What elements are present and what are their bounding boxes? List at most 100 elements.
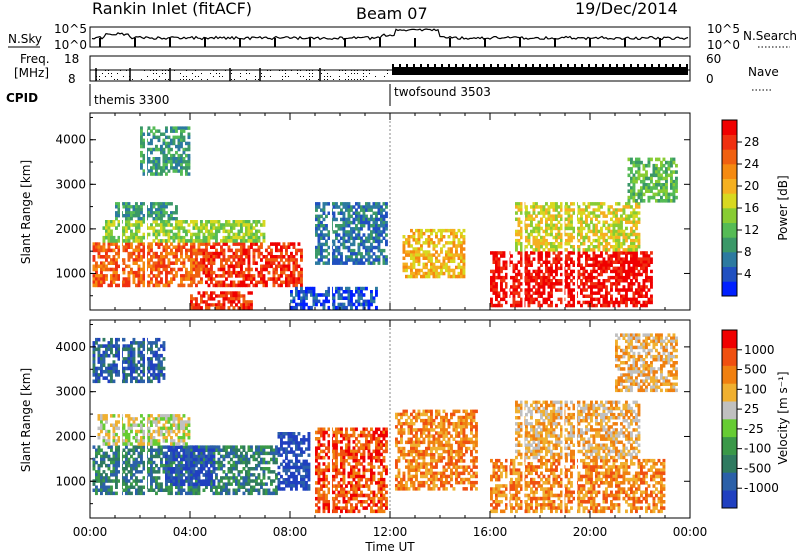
heatmap-cell [343,215,346,219]
heatmap-cell [95,486,98,490]
heatmap-cell [93,482,96,486]
heatmap-cell [370,249,373,253]
heatmap-cell [110,268,113,272]
heatmap-cell [635,205,638,209]
heatmap-cell [365,252,368,256]
heatmap-cell [203,255,206,259]
heatmap-cell [190,445,193,449]
heatmap-cell [158,284,161,288]
heatmap-cell [645,270,648,274]
heatmap-cell [525,211,528,215]
heatmap-cell [103,281,106,285]
heatmap-cell [603,267,606,271]
heatmap-cell [215,461,218,465]
nave-peak [546,64,548,67]
heatmap-cell [95,249,98,253]
heatmap-cell [263,449,266,453]
heatmap-cell [185,464,188,468]
heatmap-cell [538,267,541,271]
nave-dot [387,73,388,74]
heatmap-cell [165,458,168,462]
heatmap-cell [213,226,216,230]
heatmap-cell [423,257,426,261]
nave-dot [363,79,364,80]
heatmap-cell [673,180,676,184]
heatmap-cell [335,255,338,259]
heatmap-cell [635,202,638,206]
heatmap-cell [208,271,211,275]
heatmap-cell [425,250,428,254]
heatmap-cell [288,284,291,288]
heatmap-cell [538,205,541,209]
nave-dot [180,73,181,74]
nave-peak [581,64,583,67]
heatmap-cell [118,239,121,243]
heatmap-cell [125,217,128,220]
heatmap-cell [630,267,633,271]
heatmap-cell [668,174,671,178]
heatmap-cell [495,298,498,302]
heatmap-cell [190,489,193,493]
heatmap-cell [588,214,591,218]
heatmap-cell [630,189,633,193]
heatmap-cell [620,276,623,280]
heatmap-cell [210,220,213,224]
heatmap-cell [565,202,568,206]
heatmap-cell [573,202,576,206]
heatmap-cell [268,258,271,262]
heatmap-cell [545,254,548,257]
heatmap-cell [143,160,146,164]
heatmap-cell [230,464,233,468]
heatmap-cell [248,306,251,309]
heatmap-cell [223,445,226,449]
heatmap-cell [138,236,141,240]
heatmap-cell [230,297,233,300]
heatmap-cell [638,257,641,261]
heatmap-cell [300,277,303,281]
heatmap-cell [175,445,178,449]
heatmap-cell [580,273,583,277]
heatmap-cell [608,211,611,215]
heatmap-cell [253,452,256,456]
heatmap-cell [198,480,201,484]
heatmap-cell [348,246,351,250]
heatmap-cell [140,449,143,453]
heatmap-cell [198,458,201,462]
heatmap-cell [515,264,518,268]
heatmap-cell [133,452,136,456]
heatmap-cell [178,464,181,468]
heatmap-cell [550,301,553,305]
heatmap-cell [160,461,163,465]
heatmap-cell [560,301,563,305]
heatmap-cell [198,271,201,275]
heatmap-cell [248,458,251,462]
heatmap-cell [665,180,668,184]
heatmap-cell [158,245,161,249]
heatmap-cell [495,251,498,255]
heatmap-cell [238,461,241,465]
heatmap-cell [138,217,141,220]
heatmap-cell [625,295,628,299]
heatmap-cell [615,298,618,302]
heatmap-cell [210,294,213,297]
heatmap-cell [188,172,191,176]
heatmap-cell [595,239,598,243]
heatmap-cell [260,452,263,456]
heatmap-cell [110,258,113,262]
heatmap-cell [570,288,573,292]
heatmap-cell [580,267,583,271]
heatmap-cell [100,245,103,249]
heatmap-cell [460,275,463,279]
heatmap-cell [183,473,186,477]
heatmap-cell [223,230,226,234]
heatmap-cell [285,265,288,269]
heatmap-cell [580,218,583,222]
heatmap-cell [645,189,648,193]
heatmap-cell [338,205,341,209]
heatmap-cell [175,458,178,462]
heatmap-cell [648,196,651,200]
heatmap-cell [128,458,131,462]
heatmap-cell [540,291,543,295]
heatmap-cell [665,177,668,181]
heatmap-cell [315,300,318,304]
